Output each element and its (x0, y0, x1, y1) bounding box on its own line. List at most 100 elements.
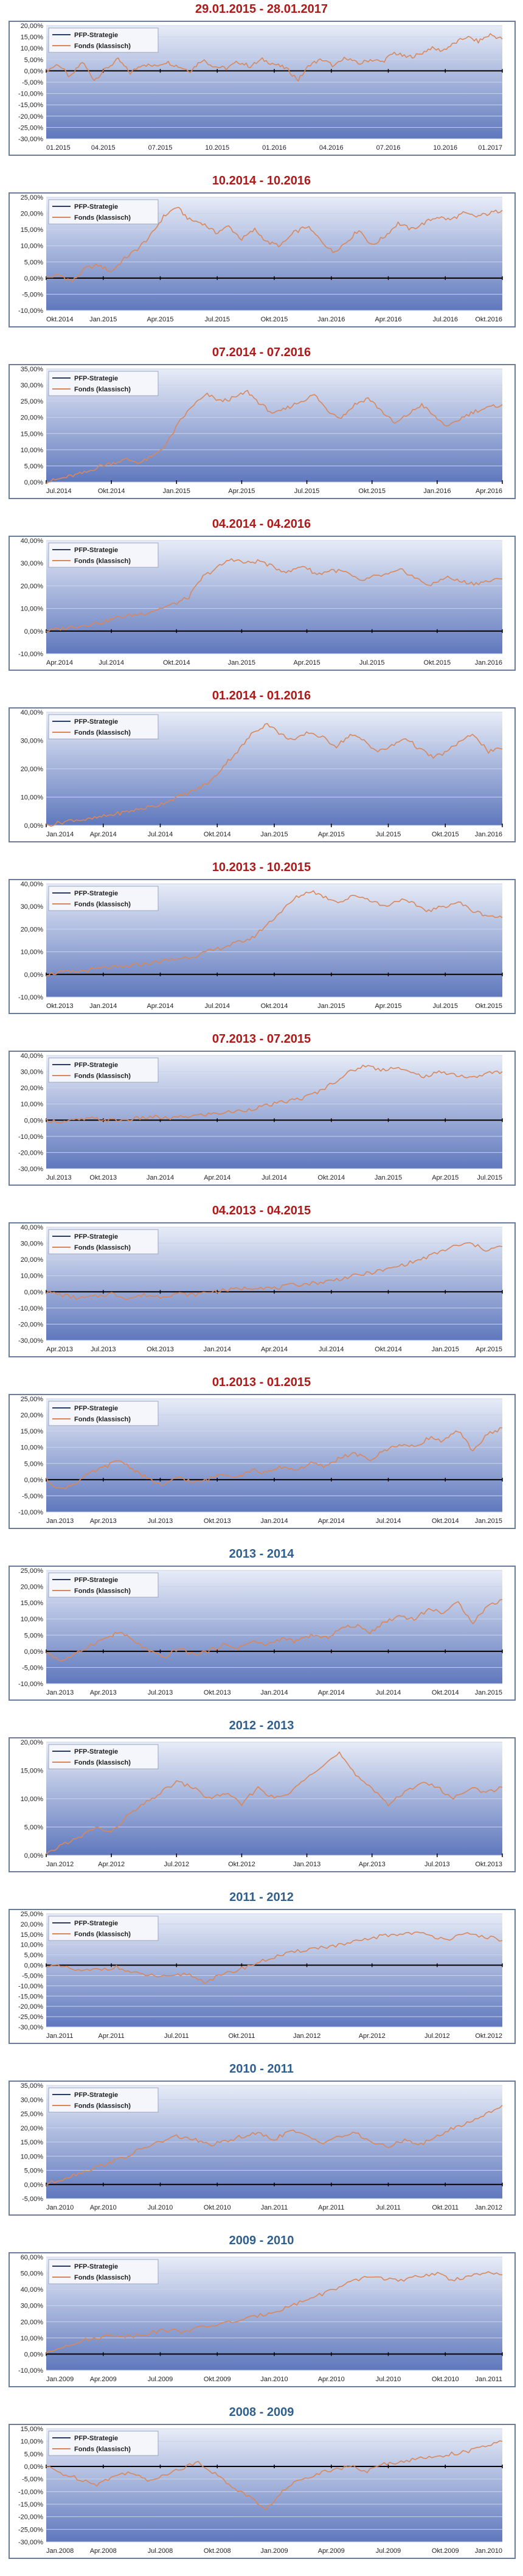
legend-box (48, 2259, 159, 2284)
y-tick-label: -15,00% (18, 2501, 43, 2508)
legend: PFP-Strategie Fonds (klassisch) (48, 1057, 159, 1083)
chart-frame: -30,00% -25,00% -20,00% -15,00% -10,00% -5,00… (9, 21, 516, 156)
y-tick-label: 0,00% (24, 1477, 43, 1484)
y-tick-label: 15,00% (21, 34, 44, 41)
x-tick-label: Apr.2012 (359, 2032, 386, 2040)
x-tick-label: Jan.2010 (46, 2204, 74, 2211)
legend: PFP-Strategie Fonds (klassisch) (48, 371, 159, 396)
chart-svg: 0,00% 5,00% 10,00% 15,00% 20,00% Jan.2012 Apr.… (21, 1739, 503, 1868)
x-tick-label: 01.2017 (478, 144, 502, 152)
y-tick-label: 20,00% (21, 1921, 44, 1928)
y-tick-label: -30,00% (18, 2024, 43, 2031)
x-tick-label: Jan.2011 (476, 2376, 502, 2383)
x-tick-label: 07.2016 (376, 144, 401, 152)
chart-frame: -10,00% -5,00% 0,00% 5,00% 10,00% 15,00% 20,00… (9, 1566, 516, 1701)
y-tick-label: 25,00% (21, 1567, 44, 1575)
x-tick-label: Okt.2011 (229, 2032, 255, 2040)
y-tick-label: -5,00% (22, 1664, 43, 1671)
legend: PFP-Strategie Fonds (klassisch) (48, 27, 159, 53)
legend-label-strategie: PFP-Strategie (74, 2435, 118, 2442)
y-tick-label: 5,00% (24, 1952, 43, 1959)
legend-box (48, 371, 159, 396)
chart-svg: 0,00% 5,00% 10,00% 15,00% 20,00% 25,00% 30,00%… (21, 366, 503, 495)
y-tick-label: 0,00% (24, 68, 43, 75)
chart-frame: -10,00% 0,00% 10,00% 20,00% 30,00% 40,00% Apr.… (9, 536, 516, 671)
y-tick-label: 15,00% (21, 226, 44, 234)
y-tick-label: 5,00% (24, 259, 43, 266)
legend-box (48, 199, 159, 225)
x-tick-label: Okt.2008 (204, 2547, 231, 2555)
chart-svg: -10,00% -5,00% 0,00% 5,00% 10,00% 15,00% 20,00… (18, 1396, 503, 1525)
legend-box (48, 1744, 159, 1769)
y-tick-label: 10,00% (21, 1796, 44, 1803)
x-tick-label: Apr.2015 (294, 659, 320, 667)
legend-box (48, 1916, 159, 1941)
y-tick-label: -30,00% (18, 136, 43, 143)
legend-box (48, 542, 159, 568)
x-tick-label: Jan.2013 (46, 1517, 74, 1525)
x-tick-label: Jul.2014 (46, 488, 72, 495)
x-tick-label: Jul.2009 (148, 2376, 173, 2383)
y-tick-label: -25,00% (18, 2014, 43, 2021)
x-tick-label: Apr.2010 (90, 2204, 117, 2211)
x-tick-label: Apr.2013 (90, 1689, 117, 1696)
chart-frame: -5,00% 0,00% 5,00% 10,00% 15,00% 20,00% 25,00%… (9, 2081, 516, 2216)
y-tick-label: 25,00% (21, 398, 44, 405)
y-tick-label: -10,00% (18, 651, 43, 658)
chart-svg: -10,00% 0,00% 10,00% 20,00% 30,00% 40,00% 50,0… (18, 2254, 503, 2383)
x-tick-label: Okt.2015 (358, 488, 386, 495)
legend-label-fonds: Fonds (klassisch) (74, 214, 131, 222)
y-tick-label: -20,00% (18, 1149, 43, 1157)
chart-svg: -10,00% 0,00% 10,00% 20,00% 30,00% 40,00% Okt.… (18, 881, 503, 1010)
y-tick-label: -10,00% (18, 994, 43, 1001)
series-line-fonds (46, 890, 503, 976)
y-tick-label: 10,00% (21, 949, 44, 956)
chart-title: 2013 - 2014 (229, 1547, 294, 1561)
x-tick-label: Okt.2014 (432, 1517, 459, 1525)
chart-title: 07.2014 - 07.2016 (212, 346, 311, 359)
chart-panel: 10.2014 - 10.2016 -10,00% -5,00% 0,00% 5,00%… (0, 172, 523, 343)
chart-panel: 2010 - 2011 -5,00% 0,00% 5,00% 10,00% 15,00% 2… (0, 2060, 523, 2231)
x-tick-label: Okt.2015 (475, 1003, 502, 1010)
legend-label-strategie: PFP-Strategie (74, 547, 118, 554)
x-tick-label: Jul.2013 (46, 1174, 72, 1181)
x-tick-label: Jul.2012 (424, 2032, 450, 2040)
x-tick-label: 01.2016 (262, 144, 286, 152)
x-tick-label: Apr.2009 (318, 2547, 345, 2555)
legend-label-strategie: PFP-Strategie (74, 1577, 118, 1584)
x-tick-label: Jan.2015 (375, 1174, 402, 1181)
x-tick-label: Jan.2011 (46, 2032, 73, 2040)
legend-label-fonds: Fonds (klassisch) (74, 386, 131, 393)
x-tick-label: Jan.2015 (228, 659, 255, 667)
y-tick-label: 30,00% (21, 382, 44, 390)
y-tick-label: 10,00% (21, 1942, 44, 1949)
chart-frame: -30,00% -25,00% -20,00% -15,00% -10,00% -5,00… (9, 2424, 516, 2559)
series-line-fonds (46, 1931, 503, 1984)
x-tick-label: Okt.2016 (475, 316, 502, 323)
x-tick-label: Jul.2013 (91, 1346, 116, 1353)
legend: PFP-Strategie Fonds (klassisch) (48, 1401, 159, 1426)
legend: PFP-Strategie Fonds (klassisch) (48, 2431, 159, 2456)
y-tick-label: 10,00% (21, 2335, 44, 2342)
legend-label-fonds: Fonds (klassisch) (74, 2102, 131, 2110)
x-tick-label: Jul.2014 (148, 831, 173, 838)
x-tick-label: Jul.2014 (204, 1003, 230, 1010)
x-tick-label: Okt.2014 (204, 831, 231, 838)
y-tick-label: 30,00% (21, 1069, 44, 1076)
x-tick-label: Apr.2015 (375, 1003, 401, 1010)
x-tick-label: Apr.2014 (318, 1689, 345, 1696)
y-tick-label: 15,00% (21, 2426, 44, 2433)
y-tick-label: 25,00% (21, 194, 44, 201)
series-line-fonds (46, 2105, 503, 2186)
y-tick-label: 0,00% (24, 479, 43, 486)
y-tick-label: 0,00% (24, 2463, 43, 2471)
x-tick-label: Jan.2014 (260, 1517, 288, 1525)
x-tick-label: Jul.2013 (424, 1861, 450, 1868)
chart-panel: 2009 - 2010 -10,00% 0,00% 10,00% 20,00% 30,00… (0, 2231, 523, 2403)
y-tick-label: 5,00% (24, 1632, 43, 1639)
chart-svg: 0,00% 10,00% 20,00% 30,00% 40,00% Jan.2014 Apr… (21, 709, 503, 838)
x-tick-label: Apr.2009 (90, 2376, 117, 2383)
x-tick-label: Okt.2014 (375, 1346, 402, 1353)
x-tick-label: Jan.2013 (46, 1689, 74, 1696)
x-tick-label: Apr.2008 (90, 2547, 117, 2555)
